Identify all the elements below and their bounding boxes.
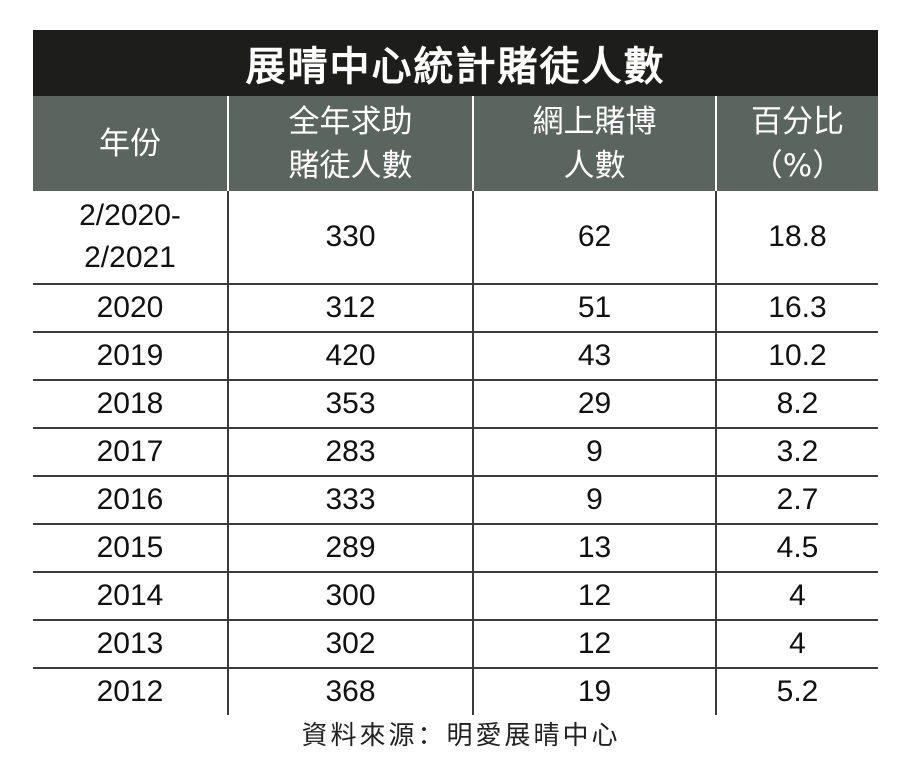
cell-year: 2016 <box>33 475 228 524</box>
table-row: 2019 420 43 10.2 <box>33 331 878 380</box>
header-percent-line2: （%） <box>751 147 844 184</box>
cell-total: 330 <box>227 191 473 284</box>
cell-total: 333 <box>227 475 473 524</box>
cell-percent: 3.2 <box>715 427 878 476</box>
header-online-line1: 網上賭博 <box>532 103 657 140</box>
cell-year: 2019 <box>33 331 228 380</box>
cell-percent: 18.8 <box>715 191 878 284</box>
cell-total: 368 <box>227 667 473 715</box>
cell-year-line1: 2/2020- <box>79 199 181 232</box>
header-total-line1: 全年求助 <box>288 103 413 140</box>
table-row: 2018 353 29 8.2 <box>33 379 878 428</box>
cell-percent: 16.3 <box>715 283 878 332</box>
table-header: 年份 全年求助 賭徒人數 網上賭博 人數 百分比 （%） <box>33 96 878 191</box>
data-table: 年份 全年求助 賭徒人數 網上賭博 人數 百分比 （%） 2/2020- 2/2… <box>33 96 878 715</box>
header-percent: 百分比 （%） <box>715 96 878 191</box>
table-row: 2017 283 9 3.2 <box>33 427 878 476</box>
cell-total: 300 <box>227 571 473 620</box>
header-total-line2: 賭徒人數 <box>288 147 413 184</box>
table-row: 2/2020- 2/2021 330 62 18.8 <box>33 191 878 284</box>
table-row: 2014 300 12 4 <box>33 571 878 620</box>
cell-online: 43 <box>472 331 716 380</box>
cell-year: 2015 <box>33 523 228 572</box>
cell-online: 62 <box>472 191 716 284</box>
cell-year: 2012 <box>33 667 228 715</box>
cell-percent: 2.7 <box>715 475 878 524</box>
cell-online: 12 <box>472 571 716 620</box>
cell-online: 13 <box>472 523 716 572</box>
table-row: 2020 312 51 16.3 <box>33 283 878 332</box>
cell-percent: 4 <box>715 571 878 620</box>
cell-total: 353 <box>227 379 473 428</box>
cell-total: 420 <box>227 331 473 380</box>
cell-online: 29 <box>472 379 716 428</box>
header-row: 年份 全年求助 賭徒人數 網上賭博 人數 百分比 （%） <box>33 96 878 191</box>
source-note: 資料來源：明愛展晴中心 <box>301 721 621 751</box>
table-row: 2012 368 19 5.2 <box>33 667 878 715</box>
cell-year: 2014 <box>33 571 228 620</box>
cell-total: 283 <box>227 427 473 476</box>
cell-percent: 4 <box>715 619 878 668</box>
cell-percent: 10.2 <box>715 331 878 380</box>
table-row: 2013 302 12 4 <box>33 619 878 668</box>
cell-total: 312 <box>227 283 473 332</box>
table-title: 展晴中心統計賭徒人數 <box>33 30 878 96</box>
cell-year: 2017 <box>33 427 228 476</box>
cell-year: 2013 <box>33 619 228 668</box>
cell-percent: 5.2 <box>715 667 878 715</box>
header-percent-line1: 百分比 <box>751 103 844 140</box>
cell-total: 289 <box>227 523 473 572</box>
cell-online: 9 <box>472 475 716 524</box>
cell-percent: 4.5 <box>715 523 878 572</box>
cell-year: 2020 <box>33 283 228 332</box>
cell-year-line2: 2/2021 <box>84 241 176 274</box>
cell-online: 51 <box>472 283 716 332</box>
cell-total: 302 <box>227 619 473 668</box>
cell-percent: 8.2 <box>715 379 878 428</box>
table-row: 2015 289 13 4.5 <box>33 523 878 572</box>
cell-year: 2018 <box>33 379 228 428</box>
header-total: 全年求助 賭徒人數 <box>227 96 473 191</box>
header-online-line2: 人數 <box>563 147 626 184</box>
header-year: 年份 <box>33 96 228 191</box>
header-online: 網上賭博 人數 <box>472 96 716 191</box>
cell-online: 9 <box>472 427 716 476</box>
header-year-label: 年份 <box>99 125 161 162</box>
cell-online: 12 <box>472 619 716 668</box>
table-body: 2/2020- 2/2021 330 62 18.8 2020 312 51 1… <box>33 191 878 715</box>
cell-online: 19 <box>472 667 716 715</box>
table-row: 2016 333 9 2.7 <box>33 475 878 524</box>
cell-year: 2/2020- 2/2021 <box>33 191 228 284</box>
